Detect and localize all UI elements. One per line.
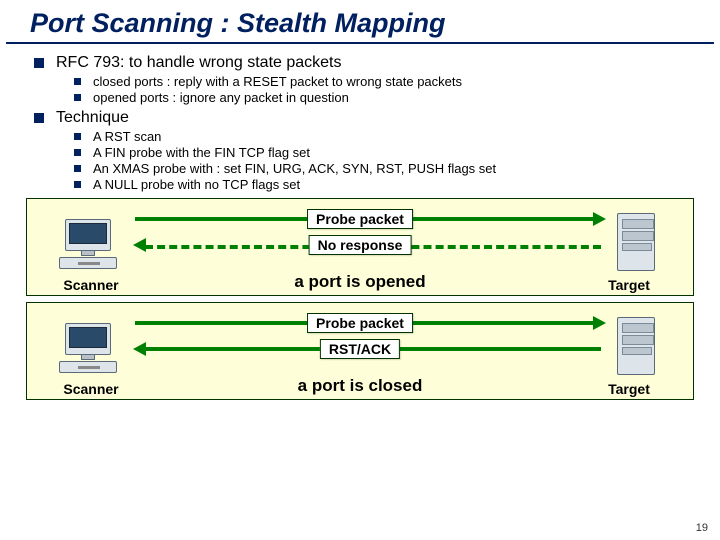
text: RFC 793: to handle wrong state packets bbox=[56, 54, 342, 72]
server-icon bbox=[617, 213, 655, 271]
target-label: Target bbox=[593, 277, 665, 293]
text: A NULL probe with no TCP flags set bbox=[93, 177, 300, 192]
bullet-opened-ports: opened ports : ignore any packet in ques… bbox=[74, 90, 690, 105]
result-closed: a port is closed bbox=[298, 376, 423, 396]
text: Technique bbox=[56, 109, 129, 127]
square-bullet-icon bbox=[74, 149, 81, 156]
scanner-computer-icon bbox=[59, 219, 121, 271]
text: A FIN probe with the FIN TCP flag set bbox=[93, 145, 310, 160]
rstack-arrow-head-icon bbox=[133, 342, 146, 356]
slide-title: Port Scanning : Stealth Mapping bbox=[6, 0, 714, 44]
text: opened ports : ignore any packet in ques… bbox=[93, 90, 349, 105]
rstack-label: RST/ACK bbox=[320, 339, 400, 359]
square-bullet-icon bbox=[74, 78, 81, 85]
title-sub: Stealth Mapping bbox=[237, 8, 446, 38]
square-bullet-icon bbox=[74, 165, 81, 172]
probe-arrow-head-icon bbox=[593, 212, 606, 226]
bullet-fin-probe: A FIN probe with the FIN TCP flag set bbox=[74, 145, 690, 160]
bullet-rfc793: RFC 793: to handle wrong state packets bbox=[34, 54, 690, 72]
probe-arrow-head-icon bbox=[593, 316, 606, 330]
page-number: 19 bbox=[696, 522, 708, 534]
target-server-icon bbox=[617, 317, 655, 375]
bullet-xmas-probe: An XMAS probe with : set FIN, URG, ACK, … bbox=[74, 161, 690, 176]
result-opened: a port is opened bbox=[294, 272, 425, 292]
target-label: Target bbox=[593, 381, 665, 397]
square-bullet-icon bbox=[74, 94, 81, 101]
diagram-port-closed: Scanner Target Probe packet RST/ACK a po… bbox=[26, 302, 694, 400]
pc-icon bbox=[59, 323, 117, 375]
text: An XMAS probe with : set FIN, URG, ACK, … bbox=[93, 161, 496, 176]
server-icon bbox=[617, 317, 655, 375]
content-area: RFC 793: to handle wrong state packets c… bbox=[0, 44, 720, 192]
text: closed ports : reply with a RESET packet… bbox=[93, 74, 462, 89]
square-bullet-icon bbox=[34, 58, 44, 68]
bullet-technique: Technique bbox=[34, 109, 690, 127]
probe-label: Probe packet bbox=[307, 313, 413, 333]
target-server-icon bbox=[617, 213, 655, 271]
square-bullet-icon bbox=[74, 133, 81, 140]
text: A RST scan bbox=[93, 129, 161, 144]
probe-label: Probe packet bbox=[307, 209, 413, 229]
diagram-port-opened: Scanner Target Probe packet No response … bbox=[26, 198, 694, 296]
square-bullet-icon bbox=[74, 181, 81, 188]
scanner-label: Scanner bbox=[55, 381, 127, 397]
bullet-null-probe: A NULL probe with no TCP flags set bbox=[74, 177, 690, 192]
noresp-label: No response bbox=[309, 235, 412, 255]
pc-icon bbox=[59, 219, 117, 271]
noresp-arrow-head-icon bbox=[133, 238, 146, 252]
scanner-computer-icon bbox=[59, 323, 121, 375]
bullet-rst-scan: A RST scan bbox=[74, 129, 690, 144]
bullet-closed-ports: closed ports : reply with a RESET packet… bbox=[74, 74, 690, 89]
square-bullet-icon bbox=[34, 113, 44, 123]
scanner-label: Scanner bbox=[55, 277, 127, 293]
title-main: Port Scanning : bbox=[30, 8, 237, 38]
